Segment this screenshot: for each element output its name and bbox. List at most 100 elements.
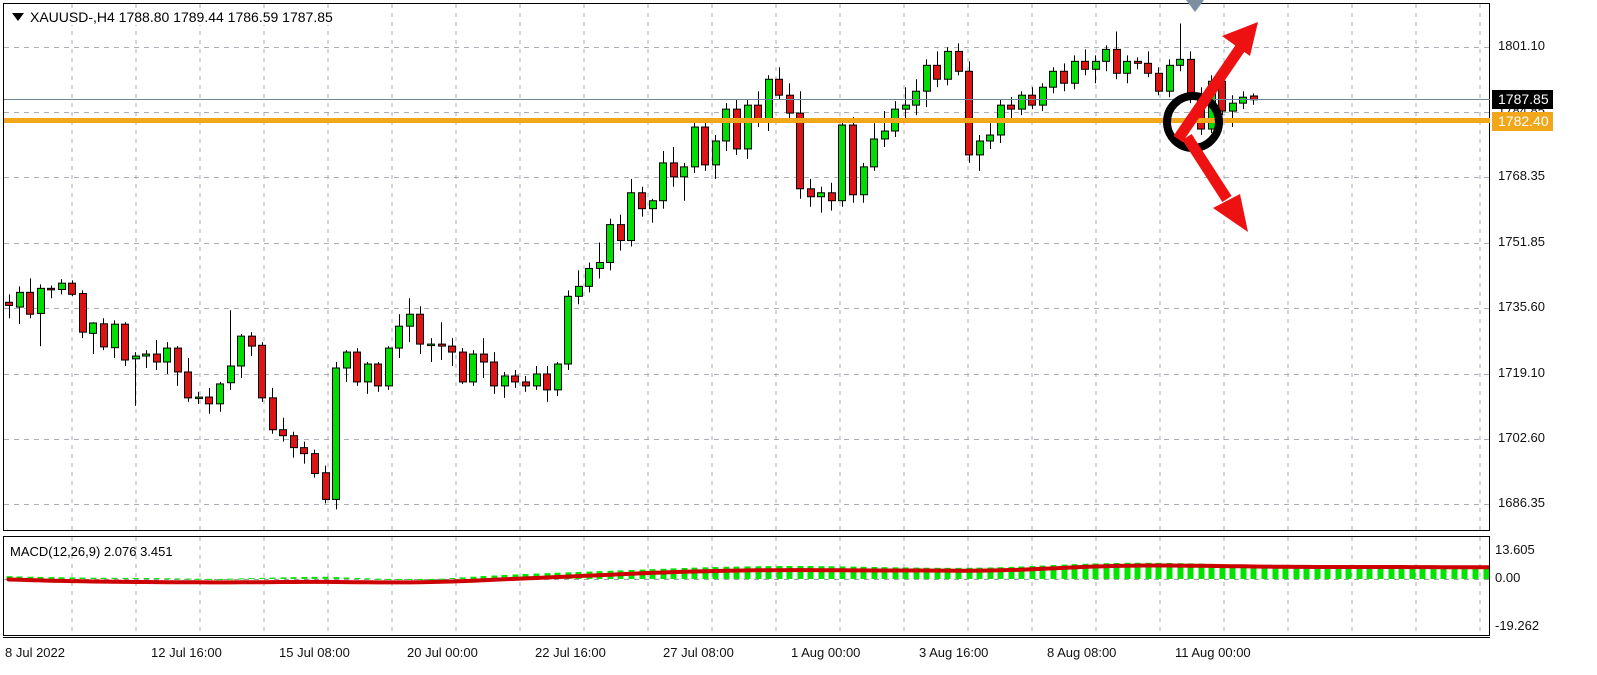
- candle: [976, 135, 984, 171]
- candle: [68, 280, 76, 297]
- candle: [26, 278, 34, 319]
- price-axis-label: 1801.10: [1498, 38, 1545, 53]
- candle: [258, 342, 266, 402]
- candle: [248, 332, 256, 357]
- candle: [860, 162, 868, 203]
- candle: [1208, 75, 1216, 134]
- level-price-badge[interactable]: 1782.40: [1492, 112, 1553, 132]
- candle: [1071, 55, 1079, 90]
- candle: [501, 371, 509, 398]
- time-axis-label: 12 Jul 16:00: [151, 645, 222, 660]
- candle: [311, 449, 319, 478]
- candle: [564, 290, 572, 370]
- candle: [121, 322, 129, 367]
- candle: [16, 286, 24, 325]
- candle: [89, 322, 97, 355]
- candle: [881, 111, 889, 147]
- candle: [353, 348, 361, 386]
- candle: [448, 338, 456, 367]
- time-axis-label: 11 Aug 00:00: [1175, 645, 1251, 660]
- candle: [754, 91, 762, 128]
- candle: [955, 43, 963, 76]
- candle: [290, 431, 298, 458]
- candle: [923, 59, 931, 108]
- candle: [1102, 45, 1110, 72]
- price-chart-panel[interactable]: [3, 3, 1490, 531]
- candle: [533, 366, 541, 390]
- candle: [649, 198, 657, 223]
- candle: [997, 99, 1005, 143]
- time-axis-label: 20 Jul 00:00: [407, 645, 478, 660]
- candle: [659, 150, 667, 209]
- time-axis[interactable]: 8 Jul 2022 12 Jul 16:00 15 Jul 08:00 20 Jul…: [3, 637, 1490, 673]
- candle: [205, 387, 213, 414]
- candle: [142, 350, 150, 368]
- candle: [58, 279, 66, 295]
- last-price-badge: 1787.85: [1492, 89, 1553, 109]
- candle: [849, 117, 857, 203]
- candle: [480, 338, 488, 378]
- price-axis[interactable]: 1801.10 1784.85 1768.35 1751.85 1735.60 1719.…: [1492, 0, 1597, 531]
- top-marker-icon: [1186, 0, 1204, 12]
- candle: [406, 298, 414, 343]
- time-axis-label: 1 Aug 00:00: [791, 645, 861, 660]
- candle: [300, 441, 308, 464]
- candle: [617, 214, 625, 251]
- candle: [1092, 55, 1100, 84]
- candle: [416, 306, 424, 355]
- candle: [237, 334, 245, 378]
- candle: [596, 242, 604, 279]
- candle: [870, 123, 878, 171]
- candle: [427, 338, 435, 363]
- candle: [1113, 31, 1121, 80]
- candle: [902, 87, 910, 120]
- candle: [395, 314, 403, 359]
- candle: [765, 75, 773, 132]
- candle: [184, 358, 192, 402]
- candle: [490, 352, 498, 394]
- macd-signal-line: [6, 563, 1489, 585]
- candle: [1166, 59, 1174, 98]
- candle: [1187, 51, 1195, 104]
- candle: [817, 186, 825, 213]
- candle: [195, 391, 203, 404]
- candle: [891, 101, 899, 138]
- candle: [1081, 49, 1089, 76]
- candle: [153, 340, 161, 370]
- candle: [627, 178, 635, 247]
- candle: [838, 119, 846, 207]
- macd-axis[interactable]: 13.605 0.00 -19.262: [1492, 536, 1597, 636]
- candle: [163, 342, 171, 374]
- candle: [385, 346, 393, 390]
- candle: [374, 362, 382, 392]
- candle: [744, 99, 752, 159]
- candle: [364, 362, 372, 394]
- price-axis-label: 1702.60: [1498, 430, 1545, 446]
- macd-canvas: [4, 537, 1489, 635]
- candle: [511, 369, 519, 388]
- candle: [343, 350, 351, 382]
- candle: [775, 67, 783, 100]
- candle: [606, 218, 614, 271]
- time-axis-label: 15 Jul 08:00: [279, 645, 350, 660]
- time-axis-label: 8 Jul 2022: [5, 645, 65, 660]
- candle: [522, 375, 530, 392]
- macd-axis-label: 0.00: [1495, 570, 1521, 585]
- candle: [1250, 93, 1258, 105]
- time-axis-label: 3 Aug 16:00: [919, 645, 989, 660]
- candle: [733, 99, 741, 155]
- candle: [912, 79, 920, 116]
- candle: [174, 346, 182, 386]
- candle: [554, 362, 562, 396]
- candle: [1039, 83, 1047, 112]
- candle: [691, 121, 699, 173]
- caret-down-icon[interactable]: [12, 13, 24, 22]
- price-chart-canvas: [4, 4, 1489, 530]
- price-axis-label: 1719.10: [1498, 364, 1545, 380]
- candle: [1197, 87, 1205, 136]
- candle: [986, 123, 994, 149]
- macd-axis-label: 13.605: [1495, 542, 1535, 557]
- candle: [227, 310, 235, 390]
- macd-panel[interactable]: [3, 536, 1490, 636]
- candle: [1049, 67, 1057, 94]
